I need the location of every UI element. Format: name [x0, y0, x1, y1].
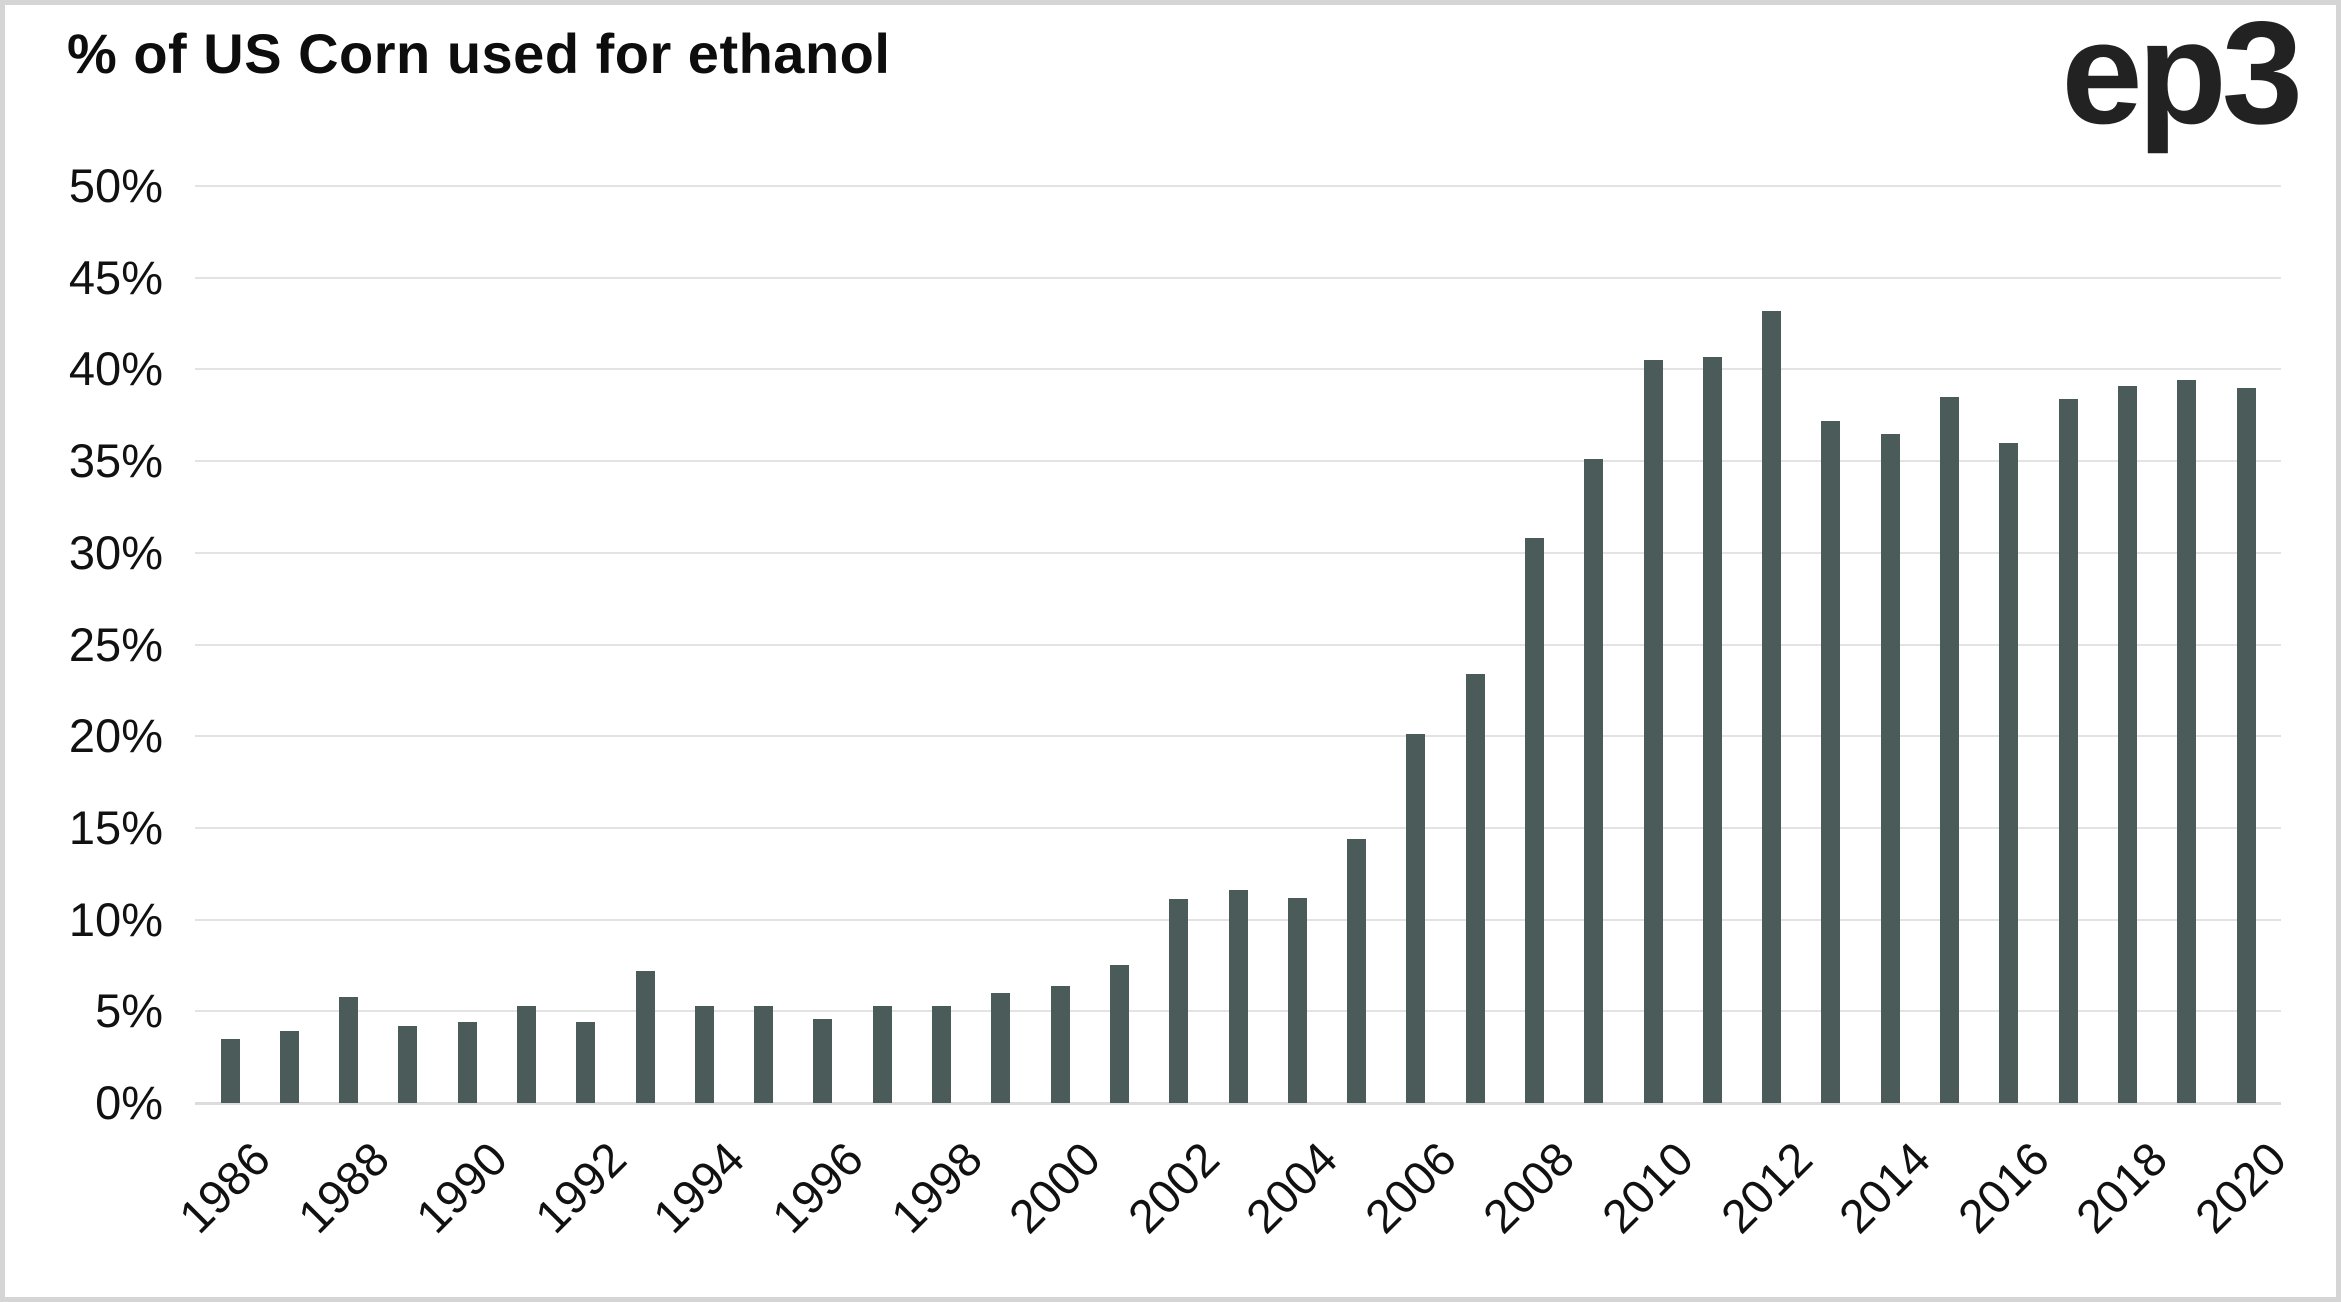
- bar-1992: [576, 1022, 596, 1103]
- x-tick-label: 2006: [1354, 1131, 1466, 1243]
- bar-2016: [1999, 442, 2019, 1103]
- ep3-logo: ep3: [2061, 0, 2303, 154]
- bar-1999: [991, 992, 1011, 1103]
- y-tick-label: 30%: [68, 525, 163, 579]
- x-tick-label: 2002: [1117, 1131, 1229, 1243]
- gridline: [195, 643, 2281, 646]
- bar-2007: [1465, 673, 1485, 1103]
- x-tick-label: 1998: [880, 1131, 992, 1243]
- gridline: [195, 551, 2281, 554]
- bar-2018: [2117, 385, 2137, 1103]
- bar-2014: [1880, 433, 1900, 1103]
- y-tick-label: 40%: [68, 342, 163, 396]
- x-tick-label: 2012: [1710, 1131, 1822, 1243]
- bar-2002: [1169, 899, 1189, 1103]
- bar-2011: [1702, 356, 1722, 1103]
- bar-1986: [220, 1038, 240, 1103]
- bar-2019: [2177, 380, 2197, 1103]
- bar-2008: [1524, 538, 1544, 1103]
- bar-2006: [1406, 734, 1426, 1103]
- x-tick-label: 1990: [405, 1131, 518, 1243]
- x-tick-label: 1992: [524, 1131, 636, 1243]
- bar-2009: [1584, 459, 1604, 1103]
- gridline: [195, 826, 2281, 829]
- bar-2012: [1762, 310, 1782, 1103]
- y-tick-label: 0%: [95, 1076, 163, 1129]
- bar-1987: [279, 1031, 299, 1103]
- bar-1990: [457, 1022, 477, 1103]
- bar-1993: [635, 970, 655, 1103]
- bar-2005: [1347, 838, 1367, 1103]
- x-tick-label: 2014: [1828, 1131, 1941, 1243]
- bar-2020: [2236, 387, 2256, 1103]
- bar-1994: [694, 1005, 714, 1103]
- x-tick-label: 1988: [287, 1131, 399, 1243]
- bar-2003: [1228, 890, 1248, 1103]
- x-axis-baseline: [195, 1102, 2281, 1105]
- x-tick-label: 2010: [1591, 1131, 1704, 1243]
- y-tick-label: 45%: [68, 250, 163, 304]
- x-tick-label: 2000: [998, 1131, 1111, 1243]
- x-tick-label: 1994: [642, 1131, 755, 1243]
- bar-2001: [1109, 965, 1129, 1103]
- x-tick-label: 2016: [1947, 1131, 2059, 1243]
- x-tick-label: 2018: [2066, 1131, 2178, 1243]
- bar-1997: [872, 1005, 892, 1103]
- gridline: [195, 185, 2281, 187]
- y-tick-label: 50%: [68, 159, 163, 212]
- bar-1998: [932, 1005, 952, 1103]
- gridline: [195, 276, 2281, 279]
- x-tick-label: 1996: [761, 1131, 873, 1243]
- bar-1991: [516, 1005, 536, 1103]
- y-tick-label: 35%: [68, 434, 163, 488]
- bar-2004: [1287, 897, 1307, 1103]
- y-tick-label: 25%: [68, 617, 163, 671]
- bar-1989: [398, 1025, 418, 1103]
- gridline: [195, 368, 2281, 371]
- bar-1988: [339, 996, 359, 1103]
- bar-2017: [2058, 398, 2078, 1103]
- x-tick-label: 2004: [1235, 1131, 1348, 1243]
- bar-1995: [754, 1005, 774, 1103]
- bar-2015: [1940, 396, 1960, 1103]
- y-tick-label: 10%: [68, 892, 163, 946]
- chart-title: % of US Corn used for ethanol: [67, 22, 891, 85]
- gridline: [195, 735, 2281, 738]
- x-tick-label: 1986: [168, 1131, 281, 1243]
- bar-2013: [1821, 420, 1841, 1103]
- bar-2010: [1643, 360, 1663, 1103]
- bar-1996: [813, 1018, 833, 1103]
- y-tick-label: 15%: [68, 800, 163, 854]
- x-tick-label: 2008: [1473, 1131, 1585, 1243]
- y-tick-label: 20%: [68, 709, 163, 763]
- gridline: [195, 460, 2281, 463]
- bar-2000: [1050, 985, 1070, 1103]
- y-tick-label: 5%: [95, 984, 163, 1038]
- x-tick-label: 2020: [2184, 1131, 2297, 1243]
